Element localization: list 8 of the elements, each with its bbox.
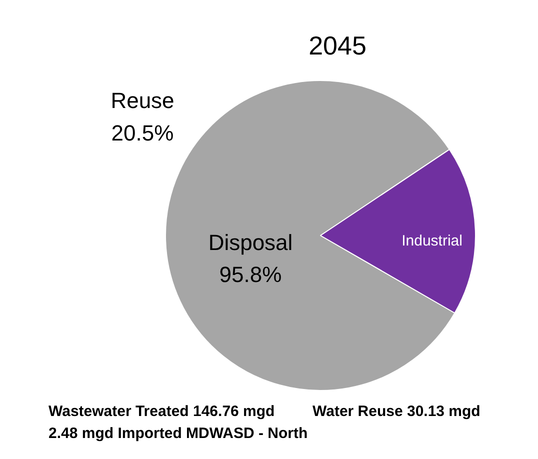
text: 95.8% — [219, 262, 282, 287]
text: Water Reuse 30.13 mgd — [312, 403, 480, 420]
slice-label: Industrial — [402, 232, 462, 250]
slice-label: Disposal — [208, 230, 293, 255]
chart-title: 2045 — [308, 30, 366, 60]
text: 2.48 mgd Imported MDWASD - North — [48, 425, 308, 442]
text: Wastewater Treated 146.76 mgd — [48, 403, 275, 420]
text: Reuse 20.5% — [110, 88, 174, 146]
